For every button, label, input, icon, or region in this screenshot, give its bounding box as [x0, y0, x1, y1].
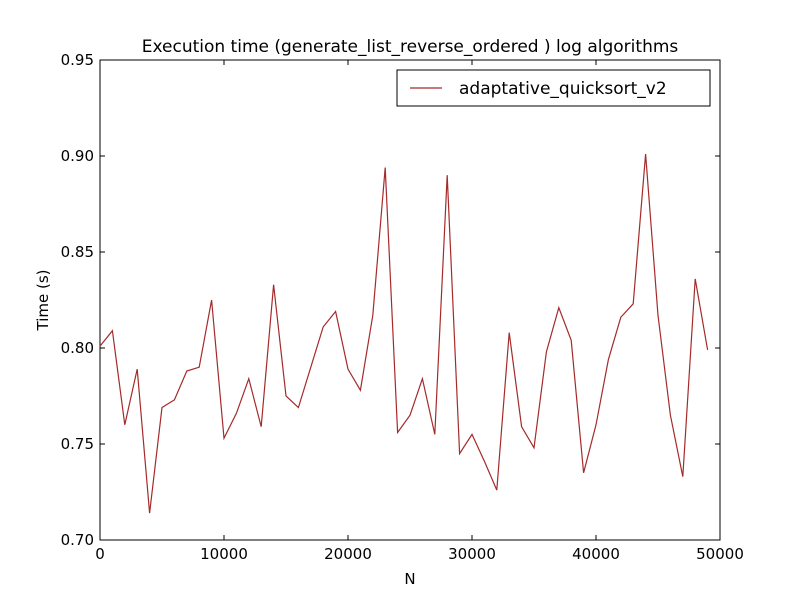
y-tick-label: 0.80: [61, 339, 94, 357]
y-tick-label: 0.90: [61, 147, 94, 165]
x-tick-label: 10000: [200, 545, 248, 563]
y-axis: 0.70 0.75 0.80 0.85 0.90 0.95: [61, 51, 720, 549]
plot-area: [99, 59, 721, 541]
x-axis: 0 10000 20000 30000 40000 50000: [95, 60, 744, 563]
series-line-adaptative-quicksort-v2: [99, 154, 709, 514]
y-tick-label: 0.75: [61, 435, 94, 453]
legend: adaptative_quicksort_v2: [396, 69, 711, 107]
legend-label: adaptative_quicksort_v2: [459, 79, 667, 99]
x-tick-label: 0: [95, 545, 105, 563]
legend-box: [396, 69, 711, 107]
chart-title: Execution time (generate_list_reverse_or…: [142, 37, 679, 57]
y-tick-label: 0.70: [61, 531, 94, 549]
y-tick-label: 0.85: [61, 243, 94, 261]
y-tick-label: 0.95: [61, 51, 94, 69]
x-tick-label: 20000: [324, 545, 372, 563]
x-tick-label: 40000: [572, 545, 620, 563]
x-tick-label: 30000: [448, 545, 496, 563]
x-tick-label: 50000: [696, 545, 744, 563]
x-axis-label: N: [404, 570, 415, 588]
y-axis-label: Time (s): [34, 270, 52, 332]
